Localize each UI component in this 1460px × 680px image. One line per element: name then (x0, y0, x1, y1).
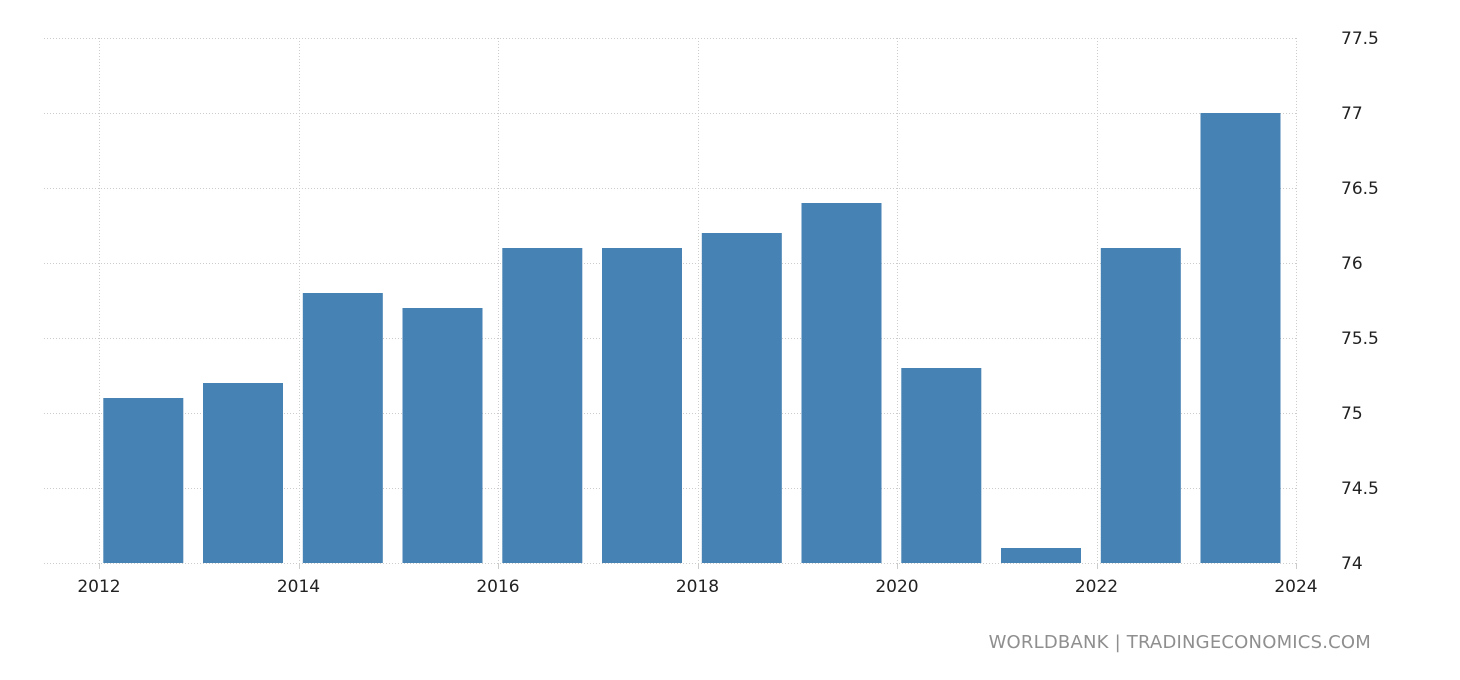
x-tick-label: 2024 (1274, 577, 1317, 597)
bar-2019 (701, 233, 782, 563)
y-tick-label: 75.5 (1341, 329, 1379, 349)
bar-2013 (103, 398, 184, 563)
bar-2015 (302, 293, 383, 563)
y-tick-label: 74 (1341, 554, 1363, 574)
bar-2014 (203, 383, 283, 563)
x-axis-tick-labels: 2012 2014 2016 2018 2020 2022 2024 (77, 577, 1317, 597)
bar-2020 (801, 203, 882, 563)
x-tick-label: 2018 (676, 577, 719, 597)
y-tick-label: 77 (1341, 104, 1363, 124)
y-tick-label: 76 (1341, 254, 1363, 274)
bar-2024 (1200, 113, 1281, 563)
bar-2023 (1100, 248, 1181, 563)
bar-2017 (502, 248, 583, 563)
chart-bars (103, 113, 1281, 563)
x-tick-label: 2022 (1075, 577, 1118, 597)
bar-2018 (602, 248, 682, 563)
bar-2016 (402, 308, 483, 563)
x-tick-label: 2014 (277, 577, 320, 597)
bar-2021 (901, 368, 982, 563)
source-attribution: WORLDBANK | TRADINGECONOMICS.COM (988, 632, 1371, 653)
bar-2022 (1001, 548, 1081, 563)
chart-grid (44, 38, 1297, 569)
y-tick-label: 75 (1341, 404, 1363, 424)
x-tick-label: 2012 (77, 577, 120, 597)
y-axis-tick-labels: 74 74.5 75 75.5 76 76.5 77 77.5 (1341, 29, 1379, 574)
y-tick-label: 76.5 (1341, 179, 1379, 199)
y-tick-label: 74.5 (1341, 479, 1379, 499)
y-tick-label: 77.5 (1341, 29, 1379, 49)
x-tick-label: 2020 (875, 577, 918, 597)
x-tick-label: 2016 (476, 577, 519, 597)
